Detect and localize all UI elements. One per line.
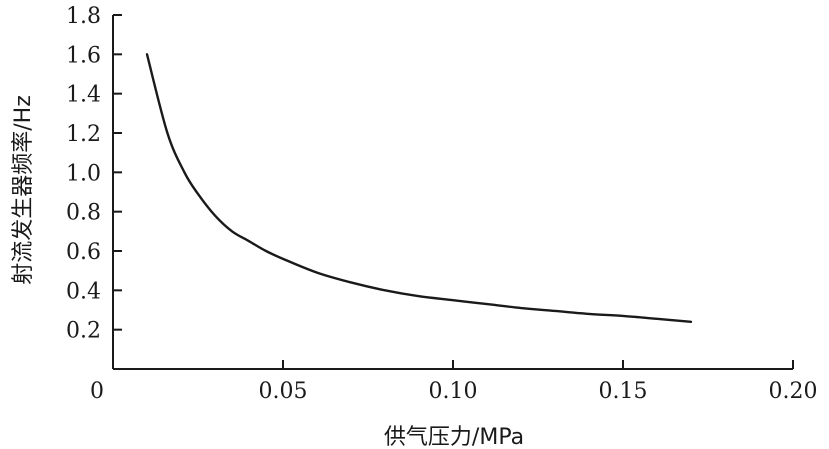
y-axis-title: 射流发生器频率/Hz bbox=[11, 95, 36, 285]
y-tick-label: 1.6 bbox=[66, 43, 101, 68]
series-line bbox=[145, 53, 693, 323]
y-tick-label: 1.2 bbox=[66, 122, 101, 147]
x-tick-label: 0.15 bbox=[599, 379, 648, 404]
y-tick-label: 0.6 bbox=[66, 240, 101, 265]
axes bbox=[112, 15, 793, 370]
ticks: 0 0.05 0.10 0.15 0.20 0.2 0.4 0.6 0.8 1.0 1.2 1.4 1.… bbox=[66, 4, 817, 404]
x-axis-title: 供气压力/MPa bbox=[384, 425, 524, 449]
x-tick-label: 0 bbox=[90, 379, 104, 404]
y-tick-label: 1.8 bbox=[66, 4, 101, 29]
x-tick-label: 0.10 bbox=[429, 379, 478, 404]
y-tick-label: 0.8 bbox=[66, 201, 101, 226]
y-tick-label: 1.4 bbox=[66, 83, 101, 108]
x-tick-label: 0.05 bbox=[259, 379, 308, 404]
x-tick-label: 0.20 bbox=[769, 379, 818, 404]
y-tick-label: 0.2 bbox=[66, 319, 101, 344]
y-tick-label: 0.4 bbox=[66, 279, 101, 304]
series bbox=[145, 53, 693, 323]
y-tick-label: 1.0 bbox=[66, 161, 101, 186]
